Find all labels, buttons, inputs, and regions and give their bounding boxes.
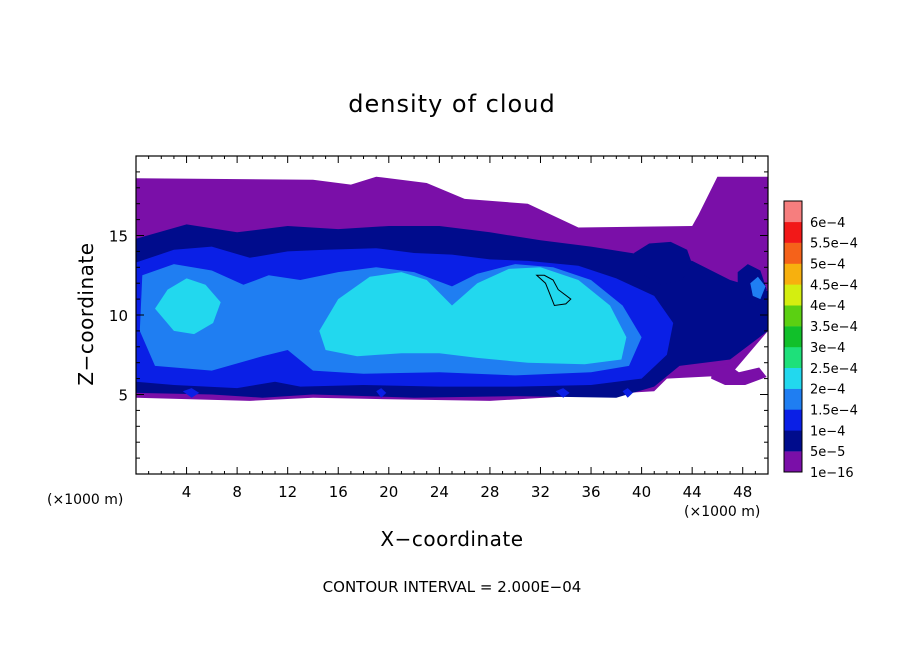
x-tick-label: 32 xyxy=(531,483,550,501)
x-tick-label: 28 xyxy=(480,483,499,501)
x-axis-title: X−coordinate xyxy=(380,527,523,551)
colorbar-swatch xyxy=(784,242,802,264)
colorbar-label: 2.5e−4 xyxy=(810,362,858,377)
colorbar-swatch xyxy=(784,388,802,410)
colorbar-swatch xyxy=(784,201,802,223)
colorbar-label: 4.5e−4 xyxy=(810,278,858,293)
chart-title: density of cloud xyxy=(348,90,555,118)
x-tick-label: 44 xyxy=(683,483,702,501)
density-region-6 xyxy=(634,241,693,285)
x-tick-label: 48 xyxy=(733,483,752,501)
y-axis-title: Z−coordinate xyxy=(74,242,98,385)
colorbar-swatch xyxy=(784,409,802,431)
x-tick-label: 12 xyxy=(278,483,297,501)
colorbar-frame xyxy=(783,200,803,473)
contour-lines xyxy=(535,274,572,307)
density-region-8 xyxy=(750,276,766,300)
density-region-5 xyxy=(155,278,221,335)
colorbar-label: 2e−4 xyxy=(810,383,845,398)
x-tick-label: 40 xyxy=(632,483,651,501)
density-region-12 xyxy=(555,388,570,398)
colorbar-label: 5e−4 xyxy=(810,258,845,273)
x-axis-ticks: 4 8 12 16 20 24 28 32 36 40 44 48 xyxy=(148,156,756,501)
y-axis-ticks: 5 10 15 xyxy=(109,171,768,459)
x-tick-label: 36 xyxy=(581,483,600,501)
density-field xyxy=(136,176,768,401)
colorbar-label: 6e−4 xyxy=(810,216,845,231)
contour-line xyxy=(535,274,572,307)
density-region-10 xyxy=(182,388,200,398)
y-tick-label: 5 xyxy=(118,387,128,405)
colorbar-swatch xyxy=(784,430,802,452)
y-tick-label: 10 xyxy=(109,307,128,325)
x-unit-left: (×1000 m) xyxy=(47,492,123,508)
colorbar-label: 4e−4 xyxy=(810,299,845,314)
colorbar-label: 5.5e−4 xyxy=(810,237,858,252)
colorbar-swatch xyxy=(784,263,802,285)
x-unit-right: (×1000 m) xyxy=(684,504,760,520)
colorbar: 1e−16 5e−5 1e−4 1.5e−4 2e−4 2.5e−4 3e−4 3.5e−4 4… xyxy=(783,200,858,481)
colorbar-swatch xyxy=(784,367,802,389)
colorbar-swatch xyxy=(784,451,802,473)
density-region-13 xyxy=(622,388,633,398)
colorbar-label: 1e−4 xyxy=(810,424,845,439)
colorbar-swatch xyxy=(784,284,802,306)
x-tick-label: 20 xyxy=(379,483,398,501)
colorbar-label: 3.5e−4 xyxy=(810,320,858,335)
density-region-9 xyxy=(711,364,767,385)
density-region-11 xyxy=(376,388,387,398)
colorbar-label: 1e−16 xyxy=(810,466,854,481)
density-region-4 xyxy=(319,267,627,365)
colorbar-label: 1.5e−4 xyxy=(810,404,858,419)
colorbar-swatch xyxy=(784,326,802,348)
colorbar-swatch xyxy=(784,346,802,368)
x-tick-label: 8 xyxy=(232,483,242,501)
y-tick-label: 15 xyxy=(109,228,128,246)
colorbar-label: 3e−4 xyxy=(810,341,845,356)
x-tick-label: 4 xyxy=(182,483,192,501)
x-tick-label: 24 xyxy=(430,483,449,501)
colorbar-swatch xyxy=(784,305,802,327)
x-tick-label: 16 xyxy=(329,483,348,501)
colorbar-label: 5e−5 xyxy=(810,445,845,460)
contour-interval-note: CONTOUR INTERVAL = 2.000E−04 xyxy=(323,578,582,596)
colorbar-swatch xyxy=(784,221,802,243)
